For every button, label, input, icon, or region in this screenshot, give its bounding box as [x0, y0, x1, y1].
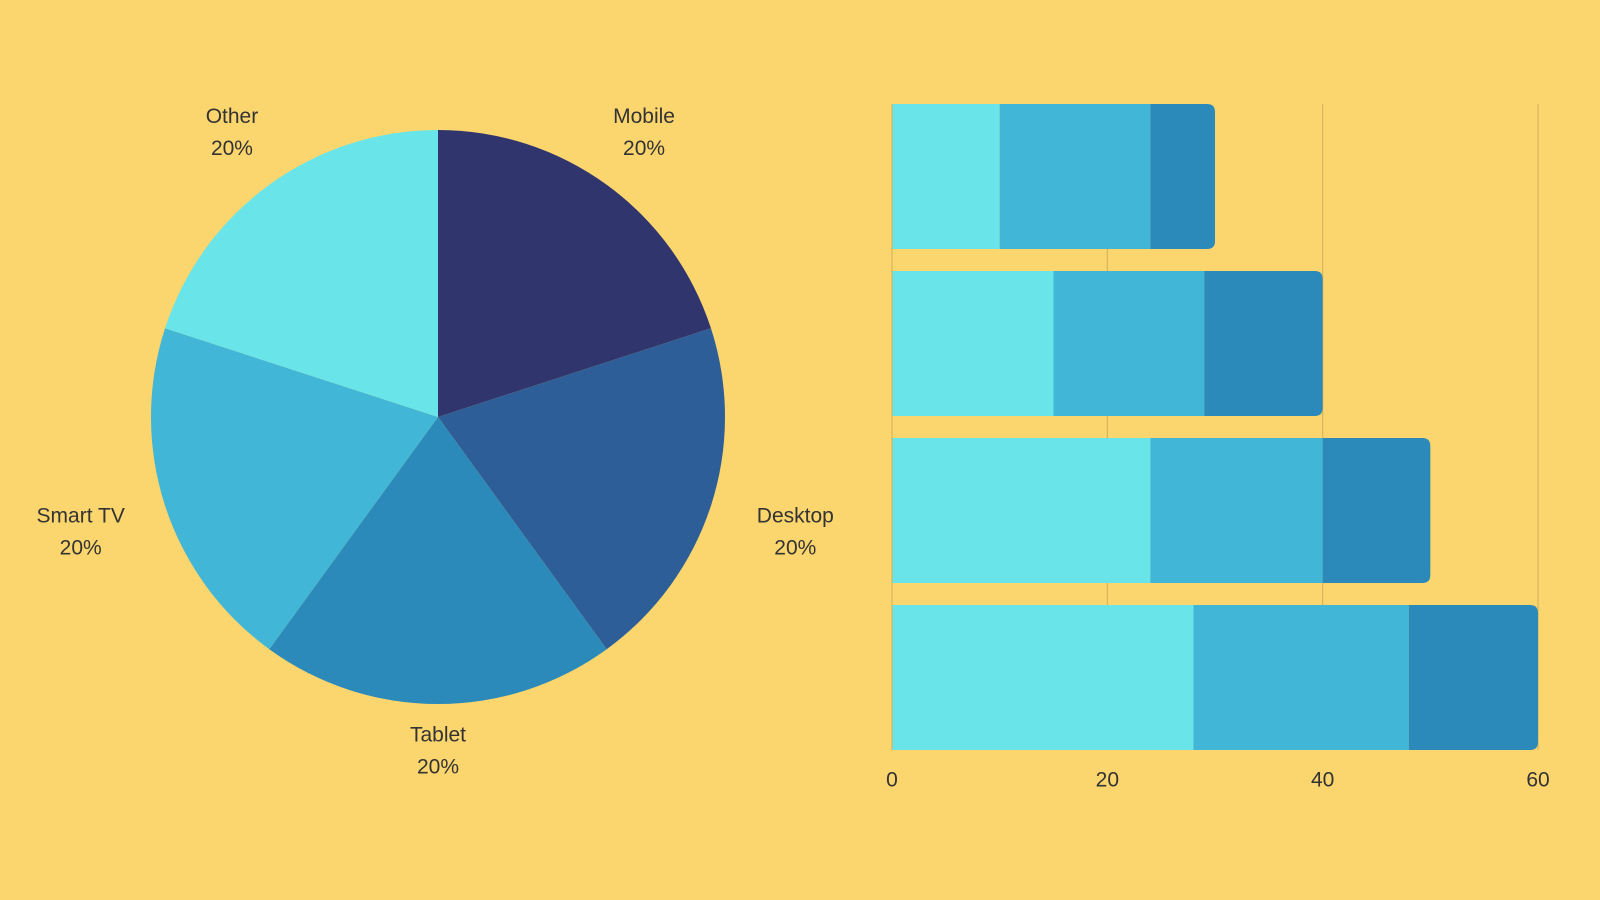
- slice-value: 20%: [60, 537, 102, 560]
- bar-segment: [892, 104, 1000, 249]
- x-tick-label: 20: [1096, 769, 1119, 792]
- x-tick-label: 40: [1311, 769, 1334, 792]
- x-tick-label: 0: [886, 769, 898, 792]
- x-tick-label: 60: [1526, 769, 1549, 792]
- pie-slice: [269, 417, 607, 704]
- bar-segment: [892, 605, 1194, 750]
- bar-segment: [999, 104, 1151, 249]
- bar-segment: [1408, 605, 1538, 750]
- pie-slice: [151, 328, 439, 650]
- slice-value: 20%: [774, 537, 816, 560]
- slice-label: Desktop: [757, 505, 834, 528]
- bar-segment: [892, 438, 1151, 583]
- bar-segment: [1204, 271, 1323, 416]
- bar-segment: [1150, 438, 1323, 583]
- bar-segment: [1322, 438, 1431, 583]
- slice-label: Mobile: [613, 105, 675, 128]
- bar-segment: [1150, 104, 1215, 249]
- slice-value: 20%: [417, 756, 459, 779]
- pie-slice: [438, 328, 726, 650]
- bar-segment: [1193, 605, 1409, 750]
- slice-value: 20%: [623, 137, 665, 160]
- bar-segment: [1053, 271, 1205, 416]
- bar-segment: [892, 271, 1054, 416]
- slice-value: 20%: [211, 137, 253, 160]
- slice-label: Smart TV: [37, 505, 125, 528]
- pie-slice: [165, 130, 438, 417]
- pie-slice: [438, 130, 711, 417]
- slice-label: Other: [206, 105, 259, 128]
- slice-label: Tablet: [410, 724, 466, 747]
